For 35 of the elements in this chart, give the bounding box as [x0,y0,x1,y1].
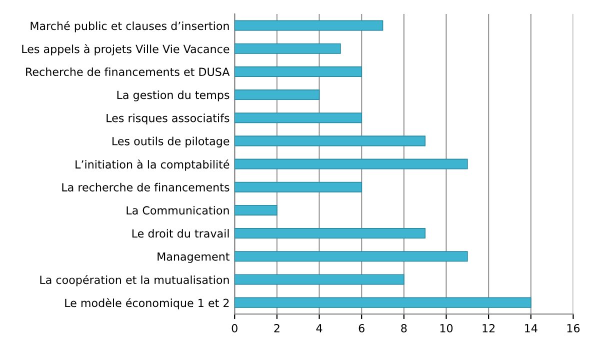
x-tick-label: 4 [316,324,322,332]
x-tick-label: 2 [274,324,280,332]
y-tick-label: La gestion du temps [117,90,230,102]
bar [234,204,278,216]
y-tick-label: Recherche de financements et DUSA [26,67,230,76]
bar [234,112,362,124]
bar [234,297,532,308]
bar [234,182,362,192]
y-tick-label: L’initiation à la comptabilité [76,160,230,171]
y-tick-label: Le droit du travail [132,229,229,238]
y-tick-label: Marché public et clauses d’insertion [30,21,229,32]
bar [234,20,384,31]
bar [234,228,426,239]
x-tick-label: 14 [525,324,538,332]
y-tick-label: Les outils de pilotage [112,136,230,148]
bar [234,158,468,170]
y-tick-label: La coopération et la mutualisation [40,275,229,286]
bar [234,43,341,54]
x-tick-label: 8 [401,324,407,332]
x-tick-label: 12 [482,324,495,332]
bar [234,136,426,146]
x-tick-label: 16 [567,324,580,332]
y-tick-label: Management [158,252,230,263]
y-tick-label: La Communication [126,206,229,215]
bar [234,90,320,100]
bar [234,274,404,285]
bar [234,66,362,77]
y-tick-label: Les risques associatifs [106,114,230,124]
y-tick-label: Le modèle économique 1 et 2 [65,298,229,310]
y-tick-label: Les appels à projets Ville Vie Vacance [22,44,230,56]
x-tick-label: 10 [440,324,453,332]
x-tick-label: 0 [232,324,238,332]
y-tick-label: La recherche de financements [62,182,230,192]
x-tick-label: 6 [358,324,364,332]
bar [234,251,468,262]
